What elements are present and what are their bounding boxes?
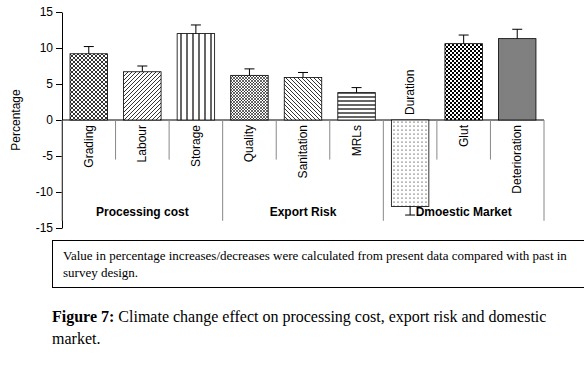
figure-caption: Figure 7: Climate change effect on proce… bbox=[52, 306, 572, 350]
error-bar bbox=[137, 66, 147, 72]
error-cap bbox=[84, 46, 94, 47]
error-bar bbox=[298, 72, 308, 77]
y-tick-label: -5 bbox=[42, 149, 53, 163]
y-tick-mark bbox=[56, 12, 62, 13]
bar bbox=[124, 72, 161, 120]
group-separator bbox=[544, 120, 545, 221]
bar bbox=[445, 44, 482, 120]
y-tick-label: 5 bbox=[46, 77, 53, 91]
note: Value in percentage increases/decreases … bbox=[52, 240, 584, 288]
error-stem bbox=[249, 69, 250, 75]
y-tick-label: -10 bbox=[36, 185, 54, 199]
y-tick: -10 bbox=[36, 185, 62, 199]
bar bbox=[177, 34, 214, 120]
y-tick-label: 0 bbox=[46, 113, 53, 127]
y-tick-mark bbox=[56, 156, 62, 157]
category-separator bbox=[169, 120, 170, 160]
y-tick: 15 bbox=[40, 5, 62, 19]
error-stem bbox=[463, 35, 464, 44]
error-cap bbox=[298, 72, 308, 73]
error-stem bbox=[303, 72, 304, 77]
error-bar bbox=[512, 29, 522, 38]
category-label: Storage bbox=[189, 125, 203, 167]
group-label: Dmoestic Market bbox=[416, 205, 512, 219]
y-tick-mark bbox=[56, 48, 62, 49]
error-stem bbox=[195, 25, 196, 34]
y-tick-mark bbox=[56, 84, 62, 85]
y-tick-label: -15 bbox=[36, 221, 54, 235]
bar bbox=[284, 78, 321, 120]
y-tick: 5 bbox=[46, 77, 62, 91]
y-tick: -15 bbox=[36, 221, 62, 235]
bars bbox=[70, 25, 536, 215]
category-label: Grading bbox=[82, 125, 96, 168]
error-cap bbox=[352, 87, 362, 88]
group-separator bbox=[62, 120, 63, 221]
category-label: Labour bbox=[135, 125, 149, 162]
y-axis: -15 -10 -5 0 5 10 15 bbox=[36, 5, 63, 235]
error-bar bbox=[459, 35, 469, 44]
group-label: Processing cost bbox=[96, 205, 189, 219]
error-cap bbox=[405, 215, 415, 216]
y-tick-label: 10 bbox=[40, 41, 54, 55]
y-tick: 10 bbox=[40, 41, 62, 55]
y-tick: 0 bbox=[46, 113, 62, 127]
category-label: Sanitation bbox=[296, 125, 310, 178]
bar bbox=[231, 75, 268, 120]
error-cap bbox=[244, 68, 254, 69]
category-separator bbox=[276, 120, 277, 160]
error-bar bbox=[84, 47, 94, 54]
error-stem bbox=[142, 66, 143, 72]
y-tick-label: 15 bbox=[40, 5, 54, 19]
group-label: Export Risk bbox=[270, 205, 337, 219]
error-stem bbox=[517, 29, 518, 38]
group-separator bbox=[383, 120, 384, 221]
error-cap bbox=[191, 24, 201, 25]
category-separator bbox=[436, 120, 437, 160]
error-cap bbox=[137, 66, 147, 67]
group-separator bbox=[222, 120, 223, 221]
category-separator bbox=[329, 120, 330, 160]
y-tick-mark bbox=[56, 192, 62, 193]
y-tick-mark bbox=[56, 228, 62, 229]
bar bbox=[498, 39, 535, 120]
y-tick-mark bbox=[56, 120, 62, 121]
error-stem bbox=[356, 88, 357, 93]
error-bar bbox=[244, 69, 254, 75]
chart: -15 -10 -5 0 5 10 15 Percentage Grading Labour Sto… bbox=[0, 0, 584, 236]
y-axis-title: Percentage bbox=[9, 89, 23, 151]
y-tick: -5 bbox=[42, 149, 62, 163]
error-cap bbox=[512, 29, 522, 30]
bar bbox=[391, 120, 428, 206]
category-label: Quality bbox=[242, 125, 256, 162]
error-cap bbox=[459, 35, 469, 36]
error-bar bbox=[405, 206, 415, 215]
error-bar bbox=[191, 25, 201, 34]
error-stem bbox=[410, 206, 411, 215]
error-stem bbox=[88, 47, 89, 54]
category-label: MRLs bbox=[350, 125, 364, 156]
bar bbox=[70, 54, 107, 120]
category-separator bbox=[115, 120, 116, 160]
error-bar bbox=[352, 88, 362, 93]
bar bbox=[338, 93, 375, 120]
category-separator bbox=[490, 120, 491, 160]
category-label: Glut bbox=[457, 124, 471, 147]
category-label: Duration bbox=[403, 70, 417, 115]
category-label: Deterioration bbox=[510, 125, 524, 194]
